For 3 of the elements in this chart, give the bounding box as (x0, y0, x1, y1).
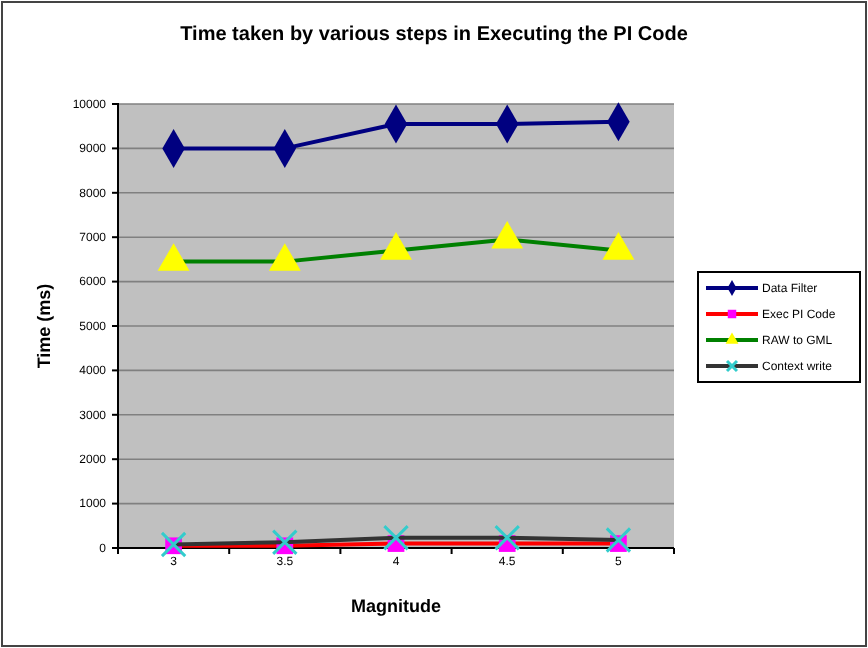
x-axis-title: Magnitude (351, 596, 441, 616)
chart-title: Time taken by various steps in Executing the PI Code (180, 24, 689, 46)
y-axis-title: Time (ms) (34, 283, 54, 369)
